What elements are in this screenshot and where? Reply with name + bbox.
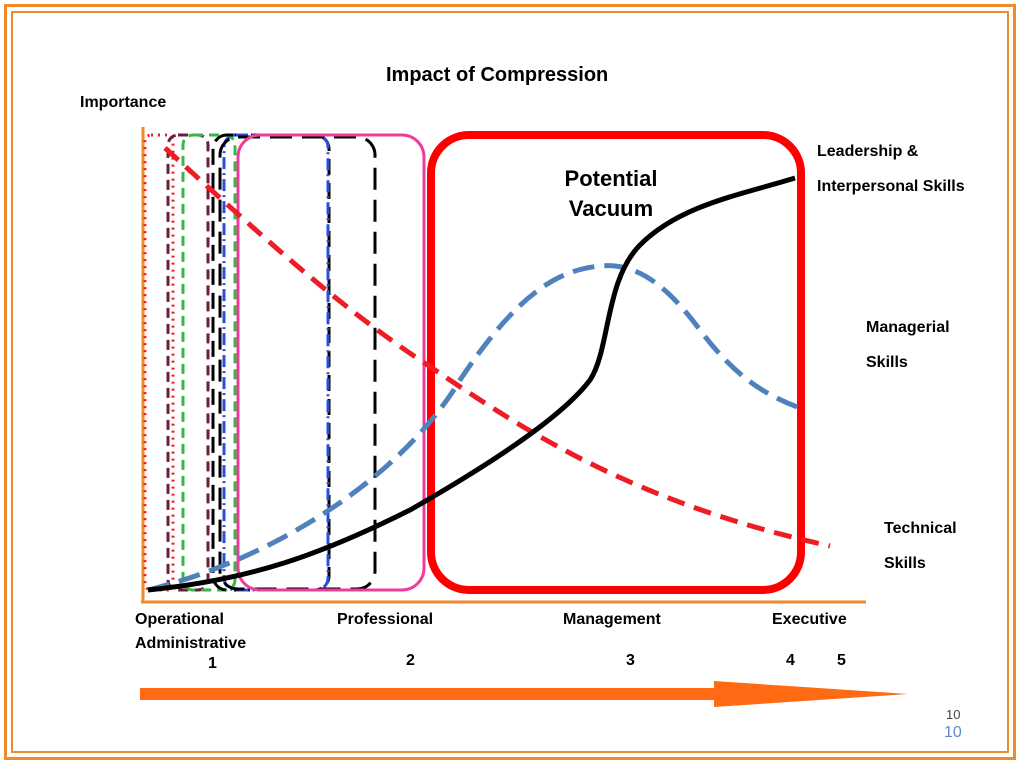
y-axis-label: Importance [80,94,167,111]
managerial-label: Managerial Skills [866,310,950,380]
potential-vacuum-box [427,131,805,594]
level-operational-line2: Administrative [135,635,247,652]
level-number-4: 4 [786,652,795,669]
level-operational: Operational Administrative [135,608,246,656]
stage-box-black-longdash [218,135,377,591]
progression-arrow-shaft [140,688,720,700]
level-number-2: 2 [406,652,415,669]
managerial-skills-curve [147,263,807,593]
managerial-label-line2: Skills [866,354,908,371]
slide-number-small: 10 [946,707,961,722]
technical-label-line2: Skills [884,555,926,572]
level-management: Management [563,611,661,628]
potential-vacuum-line2: Vacuum [568,196,654,221]
professional-box [236,133,426,592]
leadership-label-line2: Interpersonal Skills [817,178,965,195]
leadership-label: Leadership & Interpersonal Skills [817,134,965,204]
leadership-label-line1: Leadership & [817,143,919,160]
slide-border-inner [11,11,1009,753]
potential-vacuum-label: Potential Vacuum [541,164,681,224]
leadership-curve [147,175,796,593]
potential-vacuum-line1: Potential [564,166,658,191]
stage-box-red-dotted [143,133,175,592]
progression-arrow-head [714,681,908,707]
slide-border-outer [4,4,1016,760]
technical-label: Technical Skills [884,511,957,581]
stage-box-green-dashed [181,133,237,592]
diagram-title: Impact of Compression [386,64,609,86]
level-executive: Executive [772,611,847,628]
level-number-5: 5 [837,652,846,669]
level-professional: Professional [337,611,434,628]
slide-number-large: 10 [944,724,962,741]
level-number-1: 1 [208,655,217,672]
level-operational-line1: Operational [135,611,224,628]
managerial-label-line1: Managerial [866,319,950,336]
technical-label-line1: Technical [884,520,957,537]
technical-skills-curve [163,146,831,549]
level-number-3: 3 [626,652,635,669]
